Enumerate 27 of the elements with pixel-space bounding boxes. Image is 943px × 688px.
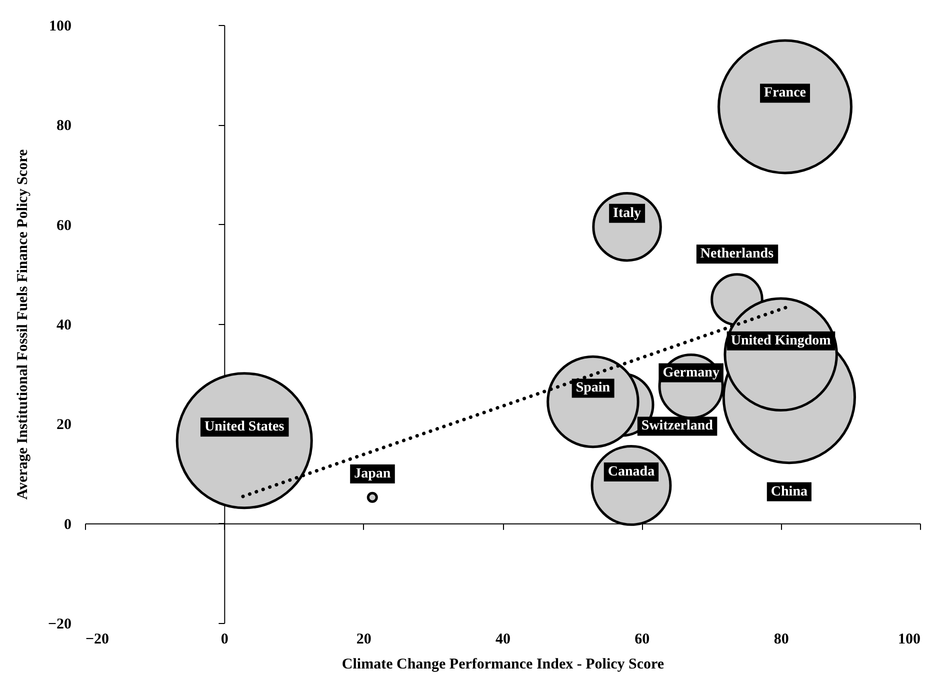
x-axis-title: Climate Change Performance Index - Policy Score: [342, 656, 664, 672]
series-label: China: [770, 484, 808, 500]
y-tick-label: 80: [56, 118, 72, 134]
x-tick-label: 80: [774, 632, 789, 648]
y-tick-label: −20: [48, 616, 72, 632]
series-label: Spain: [576, 380, 610, 396]
series-label: Canada: [608, 464, 655, 480]
x-tick-label: 20: [356, 632, 372, 648]
x-tick-label: 60: [634, 632, 650, 648]
x-tick-label: 100: [898, 632, 920, 648]
series-label: Switzerland: [641, 418, 714, 434]
y-tick-label: 100: [49, 18, 72, 34]
y-axis-title: Average Institutional Fossil Fuels Finance Policy Score: [14, 149, 31, 500]
x-tick-label: 40: [496, 632, 510, 648]
series-label: Netherlands: [700, 246, 774, 262]
series-label: Germany: [662, 365, 720, 380]
x-tick-label: −20: [86, 632, 110, 648]
y-tick-label: 40: [56, 318, 72, 334]
y-tick-label: 0: [64, 516, 72, 533]
y-tick-label: 60: [56, 218, 72, 234]
series-label: United States: [204, 420, 285, 435]
series-label: Italy: [613, 206, 642, 221]
x-tick-label: 0: [220, 632, 228, 648]
series-label: United Kingdom: [730, 333, 832, 348]
y-tick-label: 20: [56, 417, 72, 434]
series-label: Japan: [354, 466, 391, 482]
series-label: France: [764, 86, 806, 101]
